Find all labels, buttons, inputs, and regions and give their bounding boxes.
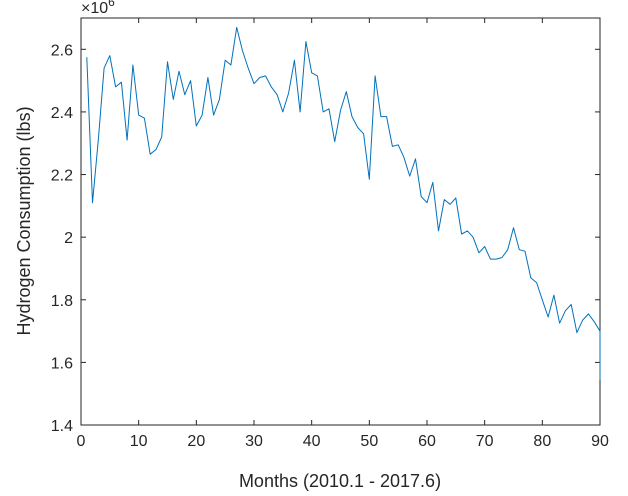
y-tick-label: 1.4 [51,418,73,435]
x-tick-label: 40 [303,433,321,450]
x-tick-label: 90 [591,433,609,450]
y-tick-label: 1.8 [51,293,73,310]
series-line [86,26,601,334]
y-exponent-power: 6 [108,0,115,9]
x-axis-ticks: 0 10 20 30 40 50 60 70 80 90 [77,18,609,450]
x-tick-label: 60 [418,433,436,450]
y-exponent-base: ×10 [81,0,108,17]
y-axis-label: Hydrogen Consumption (lbs) [14,106,34,335]
x-tick-label: 20 [187,433,205,450]
y-axis-ticks: 1.4 1.6 1.8 2 2.2 2.4 2.6 [51,42,600,435]
x-tick-label: 10 [130,433,148,450]
x-tick-label: 70 [476,433,494,450]
x-tick-label: 50 [360,433,378,450]
y-tick-label: 2.4 [51,105,73,122]
x-tick-label: 80 [533,433,551,450]
x-tick-label: 30 [245,433,263,450]
y-tick-label: 2 [64,230,73,247]
x-tick-label: 0 [77,433,86,450]
y-exponent-label: ×106 [81,0,115,17]
plot-area [80,17,601,426]
y-tick-label: 2.6 [51,42,73,59]
x-axis-label: Months (2010.1 - 2017.6) [239,471,441,491]
y-tick-label: 2.2 [51,168,73,185]
y-tick-label: 1.6 [51,355,73,372]
data-series [86,26,601,380]
